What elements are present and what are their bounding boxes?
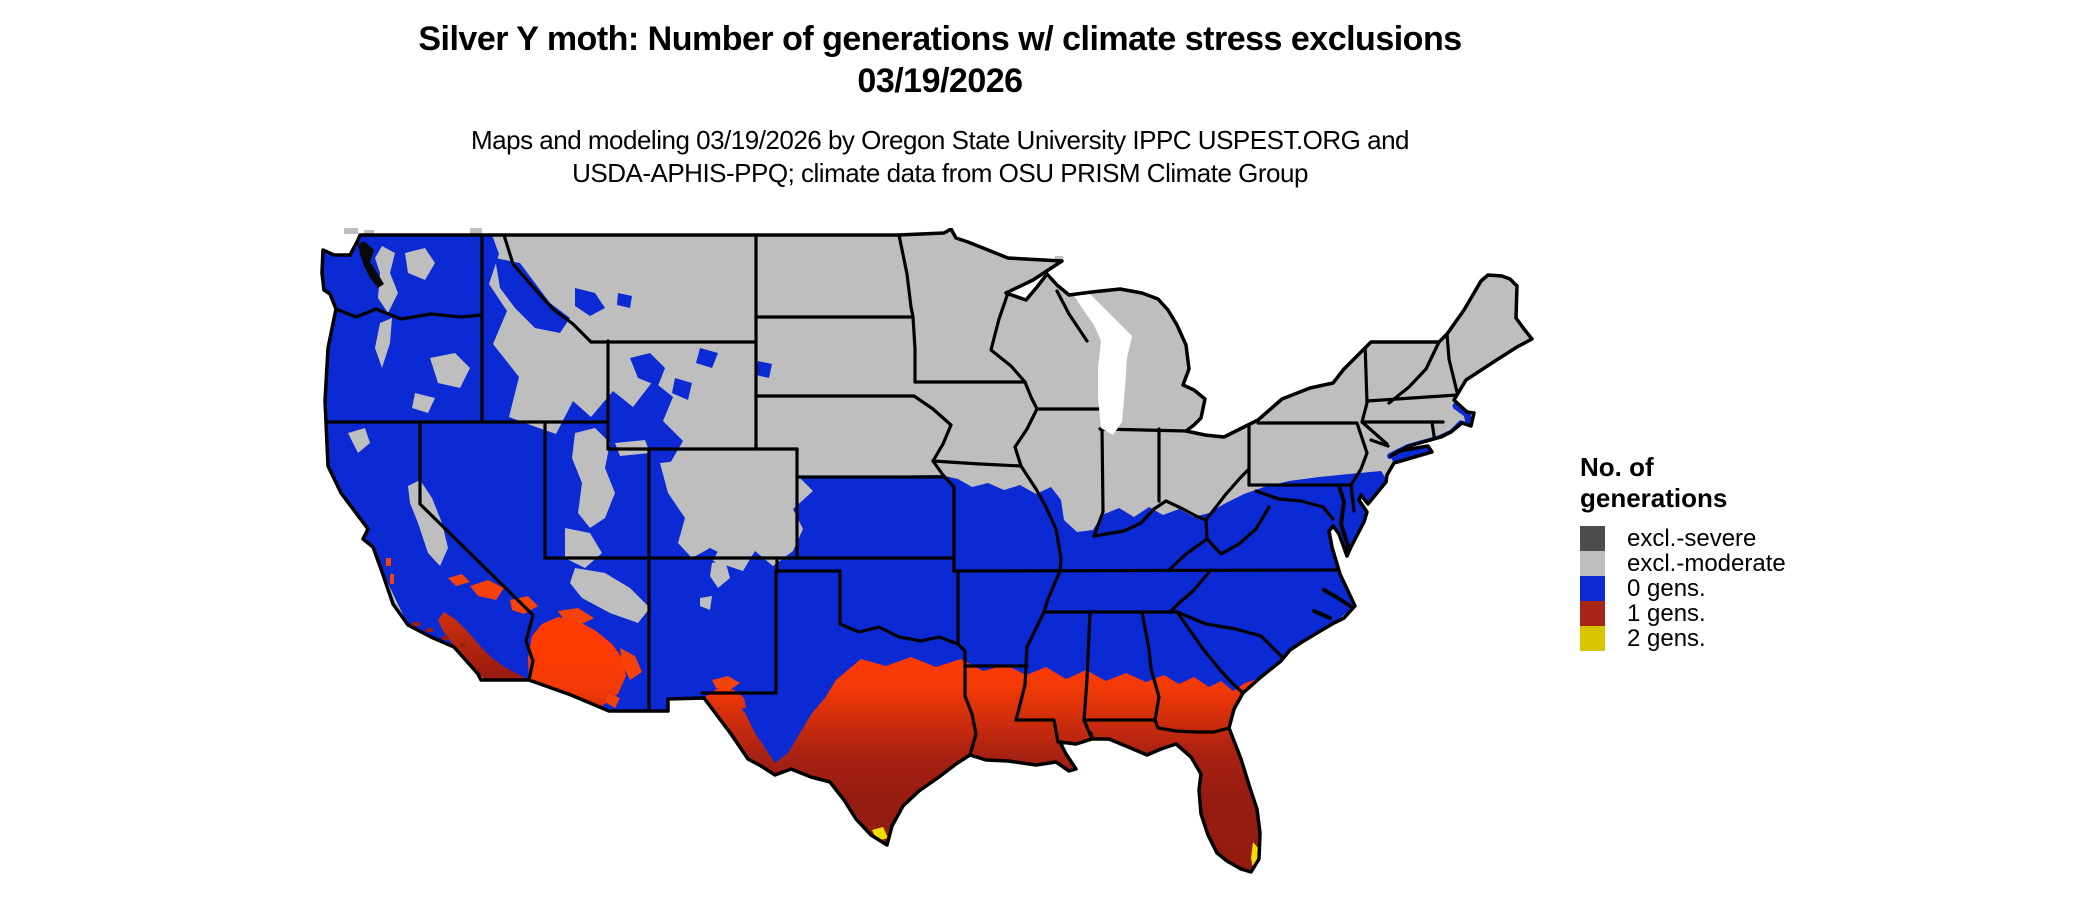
state-borders <box>323 233 1459 757</box>
legend-item-0-gens: 0 gens. <box>1580 574 1880 602</box>
us-generations-map <box>320 227 1560 892</box>
legend-swatch-excl-moderate <box>1580 551 1605 576</box>
us-map-svg <box>320 227 1534 874</box>
region-2-gens-yellow <box>872 827 1259 872</box>
legend-item-2-gens: 2 gens. <box>1580 624 1880 652</box>
legend-label-1-gens: 1 gens. <box>1627 599 1706 627</box>
region-1-gens-arizona <box>528 617 626 706</box>
puget-sound-detail <box>358 241 384 288</box>
region-1-gens-new-mexico-fringe <box>712 676 740 690</box>
region-0-gens-northern-patches <box>495 258 772 424</box>
legend-item-1-gens: 1 gens. <box>1580 599 1880 627</box>
map-subtitle: Maps and modeling 03/19/2026 by Oregon S… <box>0 124 1880 190</box>
lake-st-clair <box>1203 418 1210 424</box>
legend-item-excl-severe: excl.-severe <box>1580 524 1880 552</box>
legend-label-excl-severe: excl.-severe <box>1627 524 1757 552</box>
lake-michigan <box>1071 285 1210 435</box>
legend-title-line1: No. of <box>1580 452 1654 482</box>
map-title-line2: 03/19/2026 <box>857 62 1023 100</box>
legend-swatch-1-gens <box>1580 601 1605 626</box>
legend-item-excl-moderate: excl.-moderate <box>1580 549 1880 577</box>
legend-swatch-2-gens <box>1580 626 1605 651</box>
map-title: Silver Y moth: Number of generations w/ … <box>0 18 1880 102</box>
region-1-gens-arizona-fringe <box>558 608 642 708</box>
legend-title: No. of generations <box>1580 452 1880 514</box>
legend-label-excl-moderate: excl.-moderate <box>1627 549 1786 577</box>
legend-rows: excl.-severe excl.-moderate 0 gens. 1 ge… <box>1580 524 1880 652</box>
legend-label-0-gens: 0 gens. <box>1627 574 1706 602</box>
region-1-gens-socal <box>438 612 529 689</box>
map-subtitle-line2: USDA-APHIS-PPQ; climate data from OSU PR… <box>572 158 1308 188</box>
map-title-line1: Silver Y moth: Number of generations w/ … <box>418 20 1462 58</box>
legend: No. of generations excl.-severe excl.-mo… <box>1580 452 1880 652</box>
legend-label-2-gens: 2 gens. <box>1627 624 1706 652</box>
legend-title-line2: generations <box>1580 483 1728 513</box>
legend-swatch-excl-severe <box>1580 526 1605 551</box>
legend-swatch-0-gens <box>1580 576 1605 601</box>
region-excl-moderate-mountain-patches <box>348 246 750 623</box>
map-subtitle-line1: Maps and modeling 03/19/2026 by Oregon S… <box>470 125 1410 155</box>
region-1-gens-channel-islands <box>412 622 465 647</box>
us-outline <box>320 227 1534 874</box>
